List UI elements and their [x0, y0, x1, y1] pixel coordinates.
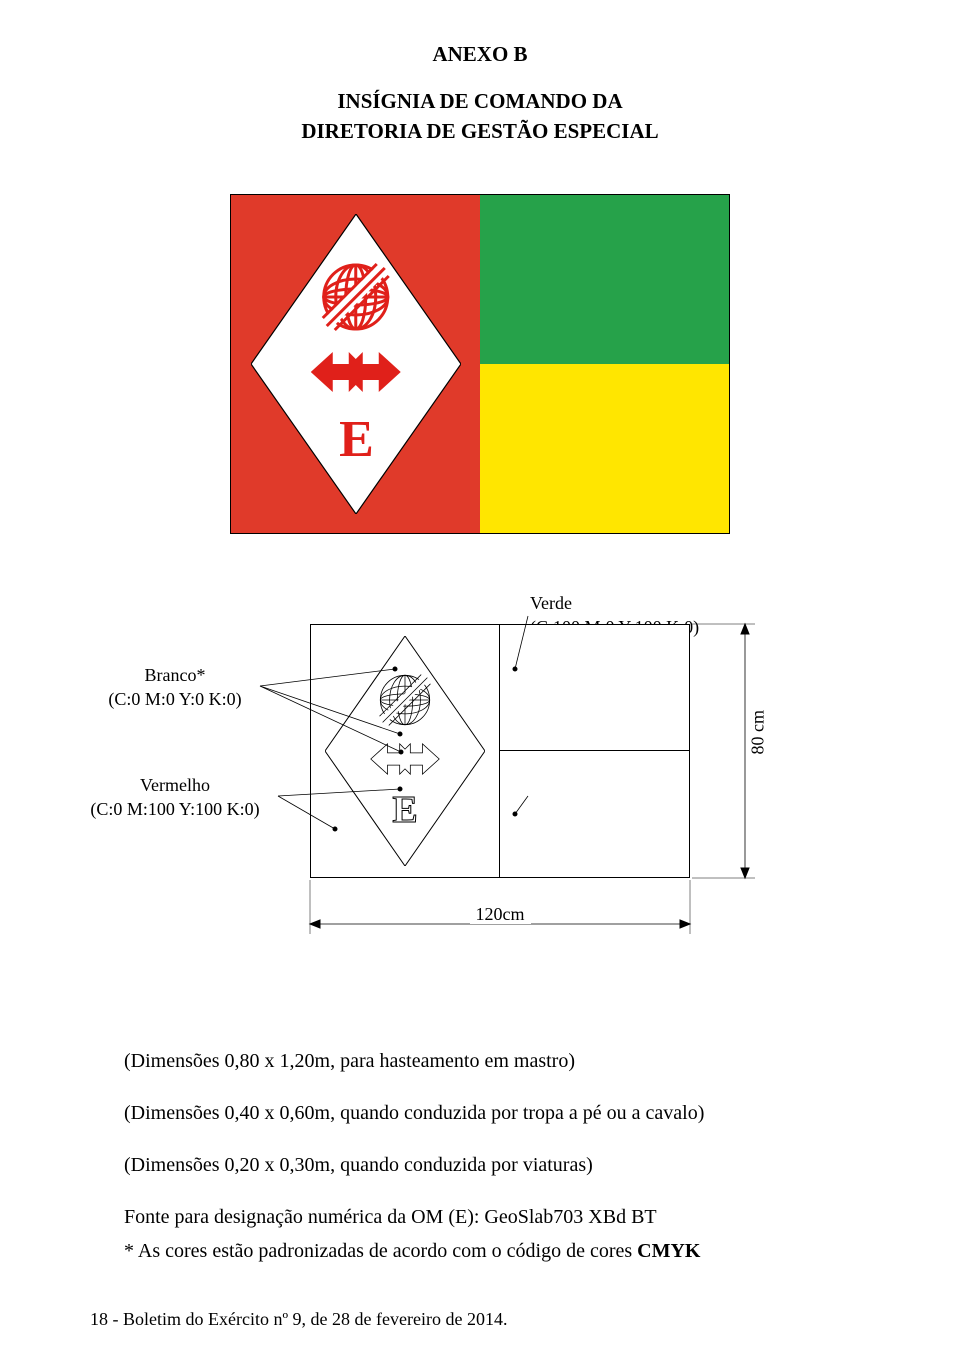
note-4-line2-bold: CMYK — [637, 1240, 700, 1262]
dimension-width: 120cm — [310, 904, 690, 925]
note-4-line1: Fonte para designação numérica da OM (E)… — [124, 1206, 657, 1228]
note-3: (Dimensões 0,20 x 0,30m, quando conduzid… — [124, 1148, 836, 1182]
mid-symbol-icon — [311, 347, 401, 397]
flag-color-figure: E — [230, 194, 730, 534]
flag-right-panel — [480, 195, 729, 533]
dimension-width-label: 120cm — [470, 904, 531, 924]
flag-green-quadrant — [480, 195, 729, 364]
page-footer: 18 - Boletim do Exército nº 9, de 28 de … — [90, 1309, 507, 1330]
heading-line-3: DIRETORIA DE GESTÃO ESPECIAL — [90, 117, 870, 146]
dimension-height-label: 80 cm — [748, 710, 769, 755]
flag-left-panel: E — [231, 195, 480, 533]
diamond-contents: E — [293, 262, 418, 466]
note-4-line2-prefix: * As cores estão padronizadas de acordo … — [124, 1240, 637, 1262]
page-heading: ANEXO B INSÍGNIA DE COMANDO DA DIRETORIA… — [90, 40, 870, 146]
globe-icon — [321, 262, 391, 332]
note-1: (Dimensões 0,80 x 1,20m, para hasteament… — [124, 1044, 836, 1078]
notes-block: (Dimensões 0,80 x 1,20m, para hasteament… — [90, 1044, 870, 1268]
heading-line-1: ANEXO B — [90, 40, 870, 69]
flag-yellow-quadrant — [480, 364, 729, 533]
heading-line-2: INSÍGNIA DE COMANDO DA — [90, 87, 870, 116]
note-4: Fonte para designação numérica da OM (E)… — [124, 1200, 836, 1268]
note-2: (Dimensões 0,40 x 0,60m, quando conduzid… — [124, 1096, 836, 1130]
leader-lines — [100, 594, 860, 954]
letter-e: E — [293, 414, 418, 466]
technical-diagram: Branco* (C:0 M:0 Y:0 K:0) Vermelho (C:0 … — [100, 594, 860, 1014]
